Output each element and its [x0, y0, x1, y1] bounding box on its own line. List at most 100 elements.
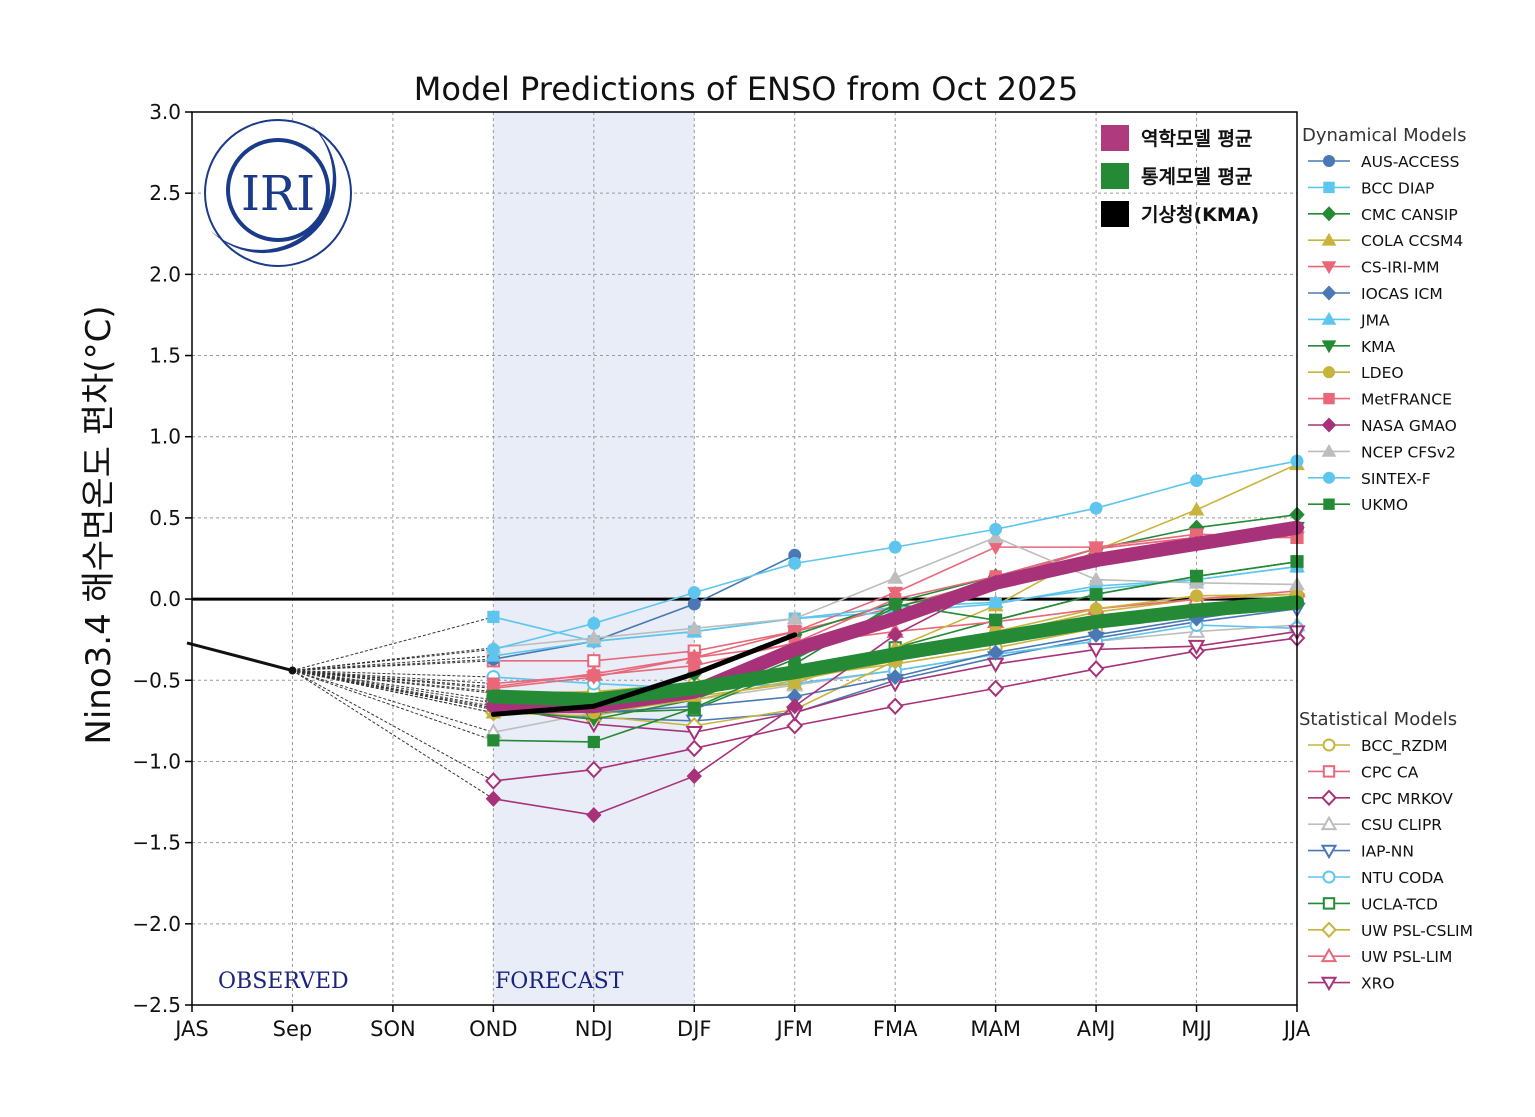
dynamical-model-point [485, 790, 502, 807]
dynamical-model-legend-marker [1321, 261, 1337, 275]
x-tick-label: OND [469, 1017, 517, 1041]
dynamical-model-legend-label: LDEO [1361, 364, 1404, 382]
dynamical-legend: AUS-ACCESS BCC DIAP CMC CANSIP COLA CCSM4 CS… [1308, 153, 1463, 514]
connector-line [292, 655, 494, 672]
connector-line [292, 670, 494, 733]
dynamical-model-legend-marker [1321, 285, 1337, 301]
connector-line [292, 670, 494, 678]
x-tick-label: JFM [775, 1017, 813, 1041]
x-tick-label: SON [370, 1017, 416, 1041]
connector-line [292, 648, 494, 672]
connector-line [292, 670, 494, 693]
connector-line [292, 660, 494, 672]
dynamical-model-point [686, 620, 703, 635]
dynamical-model-legend-label: KMA [1361, 338, 1396, 356]
dynamical-model-point [587, 616, 601, 630]
y-tick-label: 1.5 [149, 344, 181, 368]
statistical-model-legend-marker [1322, 738, 1336, 752]
summary-legend-label: 통계모델 평균 [1141, 166, 1253, 188]
x-tick-label: DJF [677, 1017, 711, 1041]
x-tick-label: MJJ [1181, 1017, 1212, 1041]
statistical-model-legend-marker [1320, 844, 1338, 860]
dynamical-model-point [888, 540, 902, 554]
dynamical-model-point [887, 569, 904, 584]
chart-title: Model Predictions of ENSO from Oct 2025 [414, 70, 1078, 108]
x-tick-label: NDJ [575, 1017, 613, 1041]
dynamical-model-point [686, 767, 702, 785]
connector-line [292, 670, 494, 707]
dynamical-model-point [587, 669, 600, 682]
statistical-model-point [886, 697, 904, 716]
dynamical-model-point [987, 529, 1004, 544]
dynamical-model-point [688, 701, 701, 714]
y-tick-label: 2.0 [149, 262, 181, 286]
dynamical-model-legend-label: NCEP CFSv2 [1361, 443, 1456, 461]
dynamical-model-point [1188, 501, 1205, 516]
y-tick-label: 0.0 [149, 587, 181, 611]
statistical-model-point [587, 654, 601, 668]
statistical-model-legend-marker [1321, 789, 1337, 807]
dynamical-model-legend-marker [1321, 232, 1337, 246]
dynamical-model-point [486, 642, 500, 656]
connector-line [292, 670, 494, 701]
dynamical-model-point [1089, 588, 1103, 601]
statistical-model-legend-marker [1320, 976, 1338, 992]
dynamical-model-point [586, 806, 602, 824]
dynamical-model-point [989, 522, 1003, 536]
dynamical-model-legend-label: AUS-ACCESS [1361, 153, 1460, 171]
dynamical-model-legend-marker [1322, 471, 1336, 484]
forecast-label: FORECAST [495, 969, 624, 994]
y-tick-label: −1.5 [132, 831, 181, 855]
dynamical-model-legend-marker [1321, 443, 1337, 457]
y-tick-label: −1.0 [132, 749, 181, 773]
statistical-model-legend-marker [1320, 947, 1338, 963]
dynamical-model-point [1190, 589, 1203, 603]
connector-line [292, 647, 494, 672]
dynamical-model-legend-label: JMA [1360, 311, 1390, 329]
dynamical-model-legend-marker [1321, 206, 1337, 222]
dynamical-model-point [1088, 626, 1104, 643]
dynamical-model-legend-label: IOCAS ICM [1361, 285, 1443, 303]
dynamical-model-legend-marker [1323, 181, 1335, 194]
x-tick-label: JJA [1282, 1017, 1311, 1041]
statistical-model-point [484, 772, 502, 790]
dynamical-model-legend-marker [1322, 366, 1336, 379]
statistical-model-legend-label: UCLA-TCD [1361, 895, 1438, 913]
statistical-model-legend-label: CPC CA [1361, 763, 1419, 781]
iri-logo: IRI [204, 119, 352, 267]
statistical-model-legend-label: XRO [1361, 975, 1395, 993]
connector-line [292, 670, 494, 704]
x-tick-label: MAM [970, 1017, 1021, 1041]
statistical-model-legend-marker [1320, 815, 1338, 831]
dynamical-model-series [486, 454, 1304, 656]
x-tick-label: AMJ [1077, 1017, 1116, 1041]
x-tick-label: JAS [173, 1017, 209, 1041]
dynamical-model-point [1190, 570, 1203, 583]
dynamical-model-legend-marker [1323, 498, 1335, 510]
dynamical-model-point [887, 626, 903, 643]
observed-label: OBSERVED [218, 969, 349, 994]
connector-line [292, 670, 494, 688]
dynamical-model-legend-marker [1321, 417, 1337, 433]
plot-frame [191, 111, 1298, 1006]
dynamical-legend-title: Dynamical Models [1302, 125, 1467, 146]
dynamical-model-point [1089, 501, 1103, 515]
connector-line [292, 670, 494, 782]
summary-legend-swatch [1101, 163, 1129, 189]
dynamical-model-point [587, 735, 600, 749]
statistical-model-legend-label: CSU CLIPR [1361, 816, 1442, 834]
y-tick-label: 1.0 [149, 425, 181, 449]
dynamical-model-legend-label: CMC CANSIP [1361, 206, 1458, 224]
dynamical-model-legend-label: COLA CCSM4 [1361, 232, 1463, 250]
dynamical-model-legend-label: UKMO [1361, 496, 1408, 514]
axes: 3.0 2.5 2.0 1.5 1.0 0.5 0.0 −0.5 −1.0 −1.5 −2.0 −2.… [132, 100, 1310, 1041]
statistical-model-legend-label: IAP-NN [1361, 843, 1414, 861]
dynamical-model-point [987, 644, 1004, 661]
dynamical-model-legend-label: SINTEX-F [1361, 470, 1431, 488]
dynamical-model-point [787, 698, 803, 715]
dynamical-model-point [487, 677, 500, 690]
y-tick-label: −2.5 [132, 993, 181, 1017]
statistical-legend-title: Statistical Models [1299, 709, 1457, 730]
dynamical-model-point [1089, 602, 1103, 616]
